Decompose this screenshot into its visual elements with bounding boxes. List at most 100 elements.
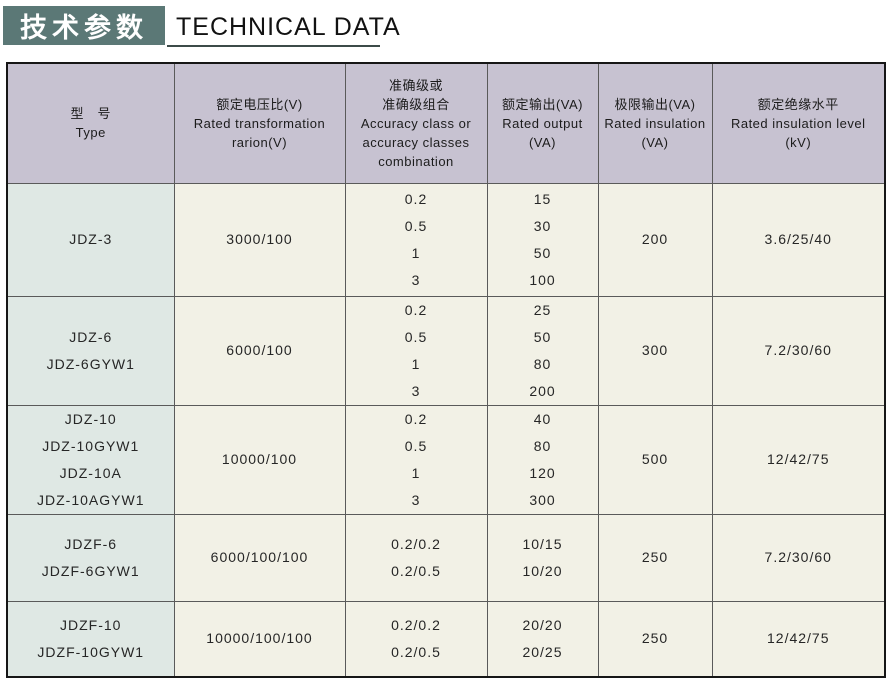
data-cell: 0.2/0.2 0.2/0.5 bbox=[344, 513, 488, 602]
data-cell: 500 bbox=[597, 404, 713, 515]
cell-line: 0.5 bbox=[404, 328, 428, 345]
table-row: JDZ-6 JDZ-6GYW1 6000/100 0.2 0.5 1 3 25 50 80 200 3… bbox=[6, 295, 886, 406]
cell-line: JDZ-10A bbox=[59, 464, 122, 481]
data-cell: 15 30 50 100 bbox=[486, 182, 599, 297]
table-body: JDZ-3 3000/100 0.2 0.5 1 3 15 30 50 100 200 3.6/25/… bbox=[6, 182, 886, 678]
cell-line: 12/42/75 bbox=[767, 630, 830, 647]
data-cell: 0.2 0.5 1 3 bbox=[344, 295, 488, 406]
column-header-line: accuracy classes bbox=[362, 134, 470, 150]
header-row: 型 号 Type 额定电压比(V) Rated transformation rario… bbox=[6, 62, 886, 184]
column-header-line: (VA) bbox=[528, 134, 557, 150]
cell-line: 3 bbox=[411, 382, 421, 399]
cell-line: 0.2/0.5 bbox=[391, 562, 441, 579]
column-header-line: 极限输出(VA) bbox=[614, 96, 696, 112]
cell-line: 1 bbox=[411, 355, 421, 372]
column-header-type: 型 号 Type bbox=[6, 62, 175, 184]
data-cell: 6000/100/100 bbox=[173, 513, 346, 602]
data-cell: 200 bbox=[597, 182, 713, 297]
column-header-line: Rated output bbox=[502, 115, 583, 131]
cell-line: 10000/100/100 bbox=[206, 630, 313, 647]
cell-line: 0.2/0.5 bbox=[391, 643, 441, 660]
column-header-line: Type bbox=[75, 125, 106, 141]
type-cell: JDZF-6 JDZF-6GYW1 bbox=[6, 513, 175, 602]
cell-line: 12/42/75 bbox=[767, 451, 830, 467]
technical-data-table: 型 号 Type 额定电压比(V) Rated transformation rario… bbox=[6, 62, 886, 678]
cell-line: 3 bbox=[411, 491, 421, 508]
column-header-line: 额定输出(VA) bbox=[501, 96, 584, 112]
cell-line: 7.2/30/60 bbox=[764, 549, 832, 565]
column-header-line: Accuracy class or bbox=[360, 115, 472, 131]
cell-line: 300 bbox=[529, 491, 556, 508]
column-header-rated-voltage-ratio: 额定电压比(V) Rated transformation rarion(V) bbox=[173, 62, 346, 184]
column-header-accuracy-class: 准确级或准确级组合 Accuracy class or accuracy class… bbox=[344, 62, 488, 184]
cell-line: 80 bbox=[533, 355, 552, 372]
cell-line: 300 bbox=[641, 342, 669, 358]
type-cell: JDZ-10 JDZ-10GYW1 JDZ-10A JDZ-10AGYW1 bbox=[6, 404, 175, 515]
cell-line: JDZ-6GYW1 bbox=[46, 355, 135, 372]
cell-line: 7.2/30/60 bbox=[764, 342, 832, 358]
cell-line: JDZF-6 bbox=[64, 535, 118, 552]
cell-line: 0.2 bbox=[404, 190, 428, 207]
cell-line: 200 bbox=[641, 231, 669, 247]
column-header-line: 型 号 bbox=[70, 106, 111, 122]
cell-line: 0.2/0.2 bbox=[391, 616, 441, 633]
data-cell: 250 bbox=[597, 513, 713, 602]
cell-line: 10000/100 bbox=[221, 451, 298, 467]
cell-line: 100 bbox=[529, 271, 556, 288]
cell-line: 250 bbox=[641, 630, 669, 647]
section-title-zh-text: 技术参数 bbox=[20, 13, 148, 43]
cell-line: 50 bbox=[533, 328, 552, 345]
data-cell: 3000/100 bbox=[173, 182, 346, 297]
cell-line: 20/25 bbox=[522, 643, 563, 660]
data-cell: 10/15 10/20 bbox=[486, 513, 599, 602]
cell-line: 30 bbox=[533, 217, 552, 234]
data-cell: 0.2 0.5 1 3 bbox=[344, 404, 488, 515]
type-cell: JDZ-6 JDZ-6GYW1 bbox=[6, 295, 175, 406]
cell-line: 250 bbox=[641, 549, 669, 565]
cell-line: JDZ-10 bbox=[64, 410, 117, 427]
type-cell: JDZ-3 bbox=[6, 182, 175, 297]
data-cell: 25 50 80 200 bbox=[486, 295, 599, 406]
cell-line: 0.2 bbox=[404, 410, 428, 427]
title-underline bbox=[167, 45, 380, 47]
column-header-line: (VA) bbox=[641, 134, 669, 150]
column-header-line: 额定绝缘水平 bbox=[757, 96, 839, 112]
column-header-line: Rated insulation bbox=[604, 115, 706, 131]
data-cell: 250 bbox=[597, 600, 713, 678]
cell-line: 80 bbox=[533, 437, 552, 454]
data-cell: 10000/100 bbox=[173, 404, 346, 515]
data-cell: 7.2/30/60 bbox=[711, 513, 886, 602]
column-header-line: Rated transformation bbox=[193, 115, 326, 131]
cell-line: 3.6/25/40 bbox=[764, 231, 832, 247]
column-header-line: rarion(V) bbox=[231, 134, 288, 150]
table-row: JDZF-10 JDZF-10GYW1 10000/100/100 0.2/0.2 0.… bbox=[6, 600, 886, 678]
data-cell: 12/42/75 bbox=[711, 404, 886, 515]
cell-line: 3000/100 bbox=[226, 231, 293, 247]
data-cell: 12/42/75 bbox=[711, 600, 886, 678]
cell-line: 3 bbox=[411, 271, 421, 288]
column-header-line: 准确级组合 bbox=[382, 96, 450, 112]
cell-line: 120 bbox=[529, 464, 556, 481]
column-header-rated-insulation-level: 额定绝缘水平 Rated insulation level (kV) bbox=[711, 62, 886, 184]
cell-line: 10/20 bbox=[522, 562, 563, 579]
type-cell: JDZF-10 JDZF-10GYW1 bbox=[6, 600, 175, 678]
cell-line: 500 bbox=[641, 451, 669, 467]
cell-line: JDZF-10 bbox=[60, 616, 122, 633]
column-header-line: 额定电压比(V) bbox=[216, 96, 303, 112]
cell-line: 0.5 bbox=[404, 437, 428, 454]
data-cell: 0.2 0.5 1 3 bbox=[344, 182, 488, 297]
cell-line: 200 bbox=[529, 382, 556, 399]
cell-line: 50 bbox=[533, 244, 552, 261]
cell-line: 20/20 bbox=[522, 616, 563, 633]
column-header-line: 准确级或 bbox=[388, 77, 443, 93]
cell-line: 10/15 bbox=[522, 535, 563, 552]
cell-line: JDZ-10AGYW1 bbox=[37, 491, 145, 508]
column-header-line: Rated insulation level bbox=[730, 115, 866, 131]
data-cell: 10000/100/100 bbox=[173, 600, 346, 678]
data-cell: 0.2/0.2 0.2/0.5 bbox=[344, 600, 488, 678]
cell-line: 25 bbox=[533, 301, 552, 318]
data-cell: 3.6/25/40 bbox=[711, 182, 886, 297]
cell-line: 0.2/0.2 bbox=[391, 535, 441, 552]
cell-line: JDZ-6 bbox=[69, 328, 113, 345]
data-cell: 20/20 20/25 bbox=[486, 600, 599, 678]
